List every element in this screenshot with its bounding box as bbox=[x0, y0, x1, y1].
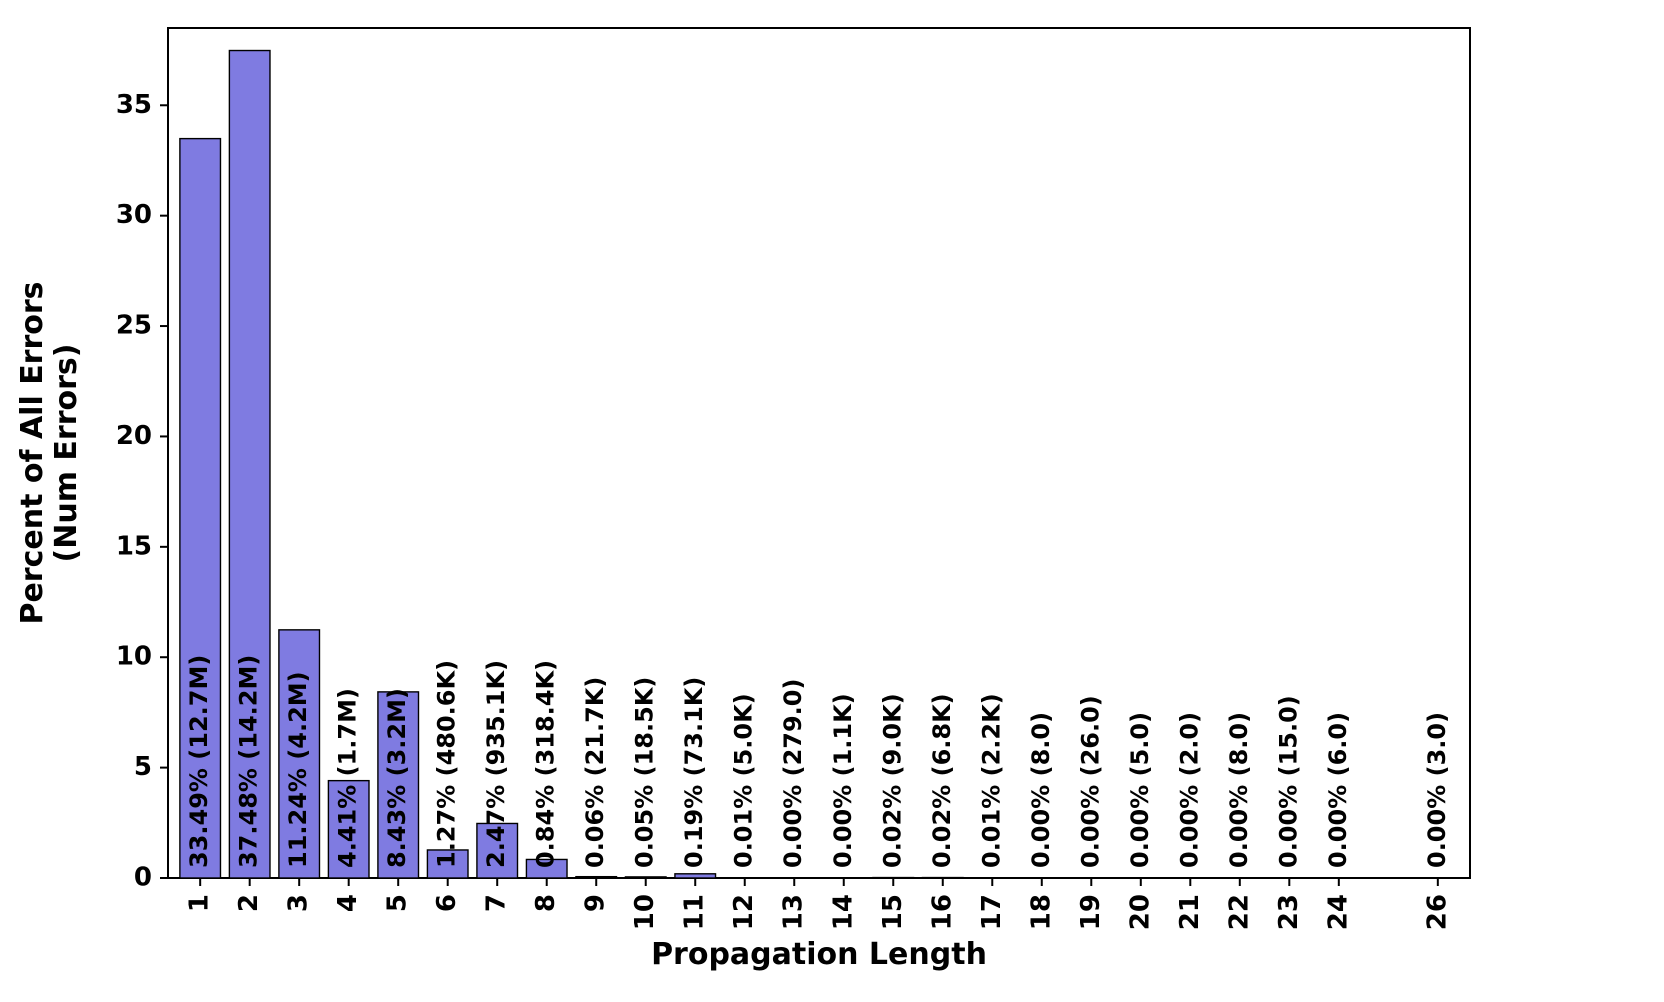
ytick-label: 35 bbox=[116, 90, 152, 120]
ytick-label: 10 bbox=[116, 642, 152, 672]
bar bbox=[576, 877, 617, 878]
xtick-label: 4 bbox=[333, 894, 363, 912]
ytick-label: 25 bbox=[116, 311, 152, 341]
xtick-label: 23 bbox=[1274, 894, 1304, 930]
bar-annotation: 0.00% (5.0) bbox=[1126, 712, 1154, 868]
bar-annotation: 33.49% (12.7M) bbox=[185, 655, 213, 868]
xtick-label: 20 bbox=[1125, 894, 1155, 930]
bar-annotation: 11.24% (4.2M) bbox=[284, 671, 312, 868]
bar-annotation: 0.00% (1.1K) bbox=[829, 693, 857, 868]
ytick-label: 5 bbox=[134, 752, 152, 782]
xtick-label: 5 bbox=[383, 894, 413, 912]
xtick-label: 26 bbox=[1422, 894, 1452, 930]
ytick-label: 20 bbox=[116, 421, 152, 451]
xtick-label: 14 bbox=[828, 894, 858, 930]
xtick-label: 16 bbox=[927, 894, 957, 930]
chart-container: 0510152025303512345678910111213141516171… bbox=[0, 0, 1664, 1002]
bar-annotation: 0.00% (2.0) bbox=[1175, 712, 1203, 868]
xtick-label: 11 bbox=[680, 894, 710, 930]
bar bbox=[675, 874, 716, 878]
y-axis-label-line2: (Num Errors) bbox=[49, 344, 84, 563]
xtick-label: 15 bbox=[878, 894, 908, 930]
bar-annotation: 0.00% (8.0) bbox=[1225, 712, 1253, 868]
x-axis-label: Propagation Length bbox=[651, 937, 987, 972]
ytick-label: 15 bbox=[116, 531, 152, 561]
bar-annotation: 1.27% (480.6K) bbox=[433, 660, 461, 868]
xtick-label: 10 bbox=[630, 894, 660, 930]
bar-annotation: 0.00% (8.0) bbox=[1027, 712, 1055, 868]
ytick-label: 0 bbox=[134, 863, 152, 893]
xtick-label: 19 bbox=[1076, 894, 1106, 930]
xtick-label: 21 bbox=[1175, 894, 1205, 930]
bar-annotation: 0.00% (6.0) bbox=[1324, 712, 1352, 868]
xtick-label: 18 bbox=[1026, 894, 1056, 930]
xtick-label: 1 bbox=[185, 894, 215, 912]
bar-annotation: 0.06% (21.7K) bbox=[581, 677, 609, 868]
bar-annotation: 0.00% (3.0) bbox=[1423, 712, 1451, 868]
xtick-label: 24 bbox=[1323, 894, 1353, 930]
bar-annotation: 2.47% (935.1K) bbox=[482, 660, 510, 868]
bar-annotation: 0.19% (73.1K) bbox=[680, 677, 708, 868]
ytick-label: 30 bbox=[116, 200, 152, 230]
xtick-label: 13 bbox=[779, 894, 809, 930]
bar-annotation: 0.00% (279.0) bbox=[779, 679, 807, 868]
bar-annotation: 8.43% (3.2M) bbox=[383, 688, 411, 868]
xtick-label: 17 bbox=[977, 894, 1007, 930]
bar-annotation: 0.00% (15.0) bbox=[1274, 695, 1302, 868]
bar-annotation: 0.01% (2.2K) bbox=[977, 693, 1005, 868]
bar-annotation: 0.00% (26.0) bbox=[1076, 695, 1104, 868]
xtick-label: 7 bbox=[482, 894, 512, 912]
bar-annotation: 0.02% (9.0K) bbox=[878, 693, 906, 868]
bar-annotation: 0.05% (18.5K) bbox=[631, 677, 659, 868]
bar-annotation: 0.84% (318.4K) bbox=[532, 660, 560, 868]
xtick-label: 6 bbox=[432, 894, 462, 912]
bar-annotation: 4.41% (1.7M) bbox=[334, 688, 362, 868]
xtick-label: 8 bbox=[531, 894, 561, 912]
bar-annotation: 0.02% (6.8K) bbox=[928, 693, 956, 868]
y-axis-label-line1: Percent of All Errors bbox=[15, 281, 50, 624]
xtick-label: 9 bbox=[581, 894, 611, 912]
xtick-label: 2 bbox=[234, 894, 264, 912]
xtick-label: 22 bbox=[1224, 894, 1254, 930]
bar-annotation: 37.48% (14.2M) bbox=[235, 655, 263, 868]
bar-annotation: 0.01% (5.0K) bbox=[730, 693, 758, 868]
xtick-label: 3 bbox=[284, 894, 314, 912]
xtick-label: 12 bbox=[729, 894, 759, 930]
bar bbox=[625, 877, 666, 878]
bar-chart: 0510152025303512345678910111213141516171… bbox=[0, 0, 1664, 1002]
